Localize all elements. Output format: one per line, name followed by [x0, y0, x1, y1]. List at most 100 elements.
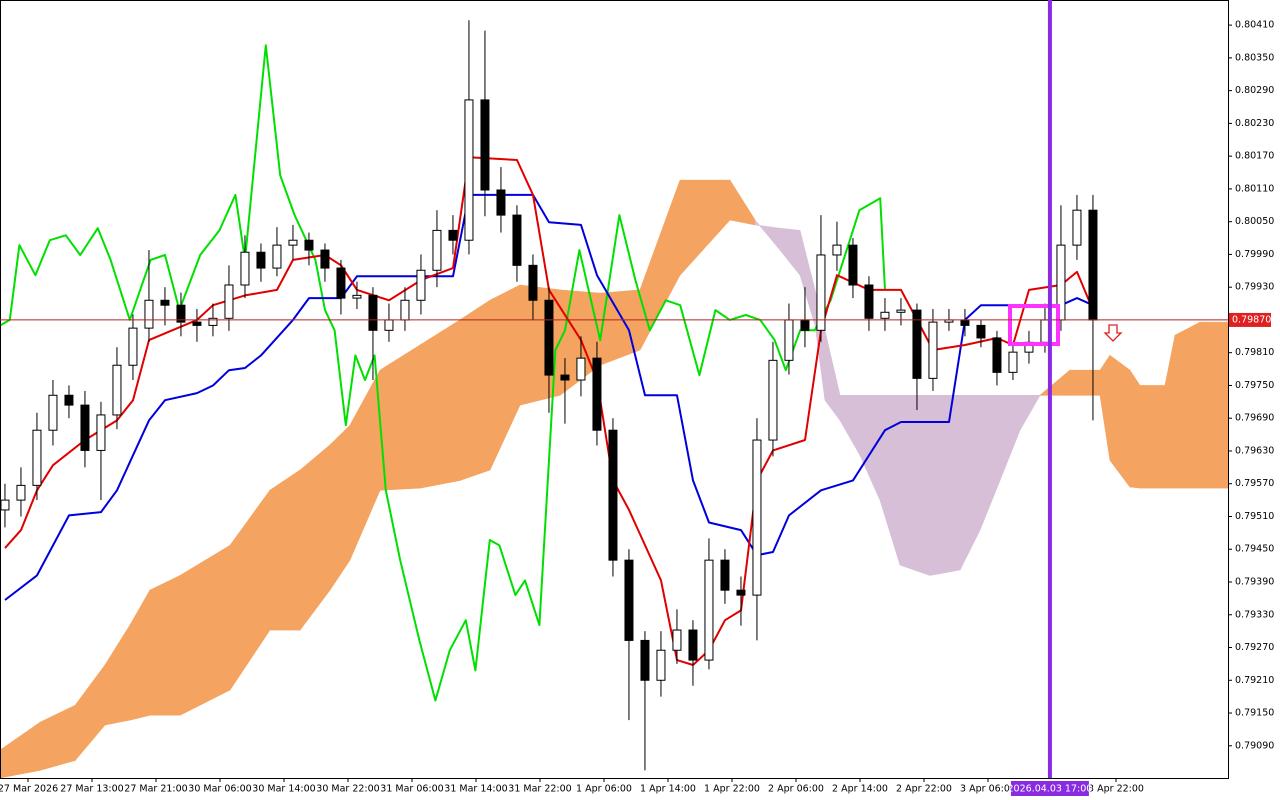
candle-body — [400, 299, 410, 321]
y-tick-label: 0.79630 — [1235, 445, 1274, 456]
x-tick-label: 27 Mar 13:00 — [60, 784, 123, 795]
candle-body — [96, 414, 106, 451]
x-tick-label: 2 Apr 06:00 — [768, 784, 824, 795]
y-tick-label: 0.79090 — [1235, 740, 1274, 751]
cloud-segment — [269, 469, 301, 631]
y-tick-label: 0.80410 — [1235, 20, 1274, 31]
candle-body — [592, 357, 602, 431]
cloud-segment — [1019, 394, 1041, 432]
candle-body — [512, 214, 522, 266]
candle-body — [208, 317, 218, 326]
candle-body — [672, 629, 682, 651]
candle-body — [880, 311, 890, 319]
candle-body — [832, 244, 842, 256]
cloud-segment — [1069, 369, 1101, 396]
indicator-line — [4, 193, 1094, 601]
cloud-segment — [379, 344, 421, 491]
candle-body — [384, 319, 394, 331]
candle-body — [416, 269, 426, 301]
x-tick-label: 30 Mar 14:00 — [252, 784, 315, 795]
plot-frame — [0, 0, 1229, 779]
plot-area — [0, 20, 1229, 779]
candle-body — [784, 319, 794, 361]
cloud-segment — [179, 544, 231, 716]
candle-body — [16, 484, 26, 501]
x-tick-label: 31 Mar 14:00 — [444, 784, 507, 795]
candle-body — [0, 499, 10, 511]
y-tick-label: 0.80290 — [1235, 85, 1274, 96]
candle-body — [176, 304, 186, 323]
y-tick-label: 0.80230 — [1235, 118, 1274, 129]
x-tick-label: 3 Apr 22:00 — [1088, 784, 1144, 795]
y-tick-label: 0.80110 — [1235, 183, 1274, 194]
candle-body — [128, 327, 138, 366]
candle-body — [720, 559, 730, 591]
candle-body — [352, 294, 362, 299]
candle-body — [80, 404, 90, 451]
candle-body — [608, 429, 618, 561]
candle-body — [848, 244, 858, 286]
candle-body — [528, 264, 538, 301]
candle-body — [640, 639, 650, 681]
candle-body — [1088, 209, 1098, 321]
candle-body — [432, 229, 442, 271]
y-tick-label: 0.80170 — [1235, 151, 1274, 162]
y-tick-label: 0.79210 — [1235, 675, 1274, 686]
highlight-box — [1008, 304, 1060, 346]
cloud-segment — [149, 574, 181, 716]
candle-body — [576, 357, 586, 381]
x-tick-label: 31 Mar 22:00 — [508, 784, 571, 795]
x-tick-label: 30 Mar 22:00 — [316, 784, 379, 795]
candle-body — [288, 239, 298, 246]
y-tick-label: 0.79930 — [1235, 282, 1274, 293]
candle-body — [976, 324, 986, 339]
y-tick-label: 0.79570 — [1235, 478, 1274, 489]
candle-body — [256, 251, 266, 269]
candle-body — [336, 267, 346, 299]
y-tick-label: 0.79690 — [1235, 413, 1274, 424]
y-tick-label: 0.79150 — [1235, 708, 1274, 719]
cloud-segment — [459, 299, 491, 481]
candle-body — [240, 251, 250, 286]
candle-body — [960, 319, 970, 326]
candle-body — [800, 319, 810, 331]
y-tick-label: 0.79810 — [1235, 347, 1274, 358]
y-tick-label: 0.80350 — [1235, 52, 1274, 63]
x-tick-label: 31 Mar 06:00 — [380, 784, 443, 795]
candle-body — [112, 364, 122, 416]
cloud-segment — [419, 319, 461, 489]
x-tick-label: 1 Apr 22:00 — [704, 784, 760, 795]
cursor-label-box — [1010, 781, 1089, 796]
current-price-box — [1229, 312, 1271, 327]
x-tick-label: 3 Apr 06:00 — [960, 784, 1016, 795]
cloud-segment — [1199, 321, 1229, 489]
candle-body — [656, 649, 666, 681]
cloud-segment — [1174, 321, 1201, 489]
candle-body — [320, 249, 330, 269]
x-tick-label: 1 Apr 14:00 — [640, 784, 696, 795]
candle-body — [144, 299, 154, 329]
sell-arrow — [1103, 324, 1123, 342]
y-tick-label: 0.79390 — [1235, 576, 1274, 587]
candle-body — [816, 254, 826, 331]
candle-body — [1040, 319, 1050, 343]
y-tick-label: 0.79510 — [1235, 511, 1274, 522]
candle-body — [864, 284, 874, 319]
candle-body — [688, 629, 698, 661]
candle-body — [48, 394, 58, 431]
x-tick-label: 1 Apr 06:00 — [576, 784, 632, 795]
candle-body — [32, 429, 42, 486]
y-tick-label: 0.79450 — [1235, 544, 1274, 555]
y-tick-label: 0.79330 — [1235, 609, 1274, 620]
candle-body — [368, 294, 378, 331]
candle-body — [448, 229, 458, 241]
x-tick-label: 27 Mar 2026 — [0, 784, 58, 795]
candle-body — [160, 299, 170, 306]
candle-body — [752, 439, 762, 596]
cursor-label: 2026.04.03 17:00 — [1008, 784, 1093, 795]
candle-body — [496, 189, 506, 216]
candle-body — [480, 99, 490, 191]
candle-body — [272, 244, 282, 269]
